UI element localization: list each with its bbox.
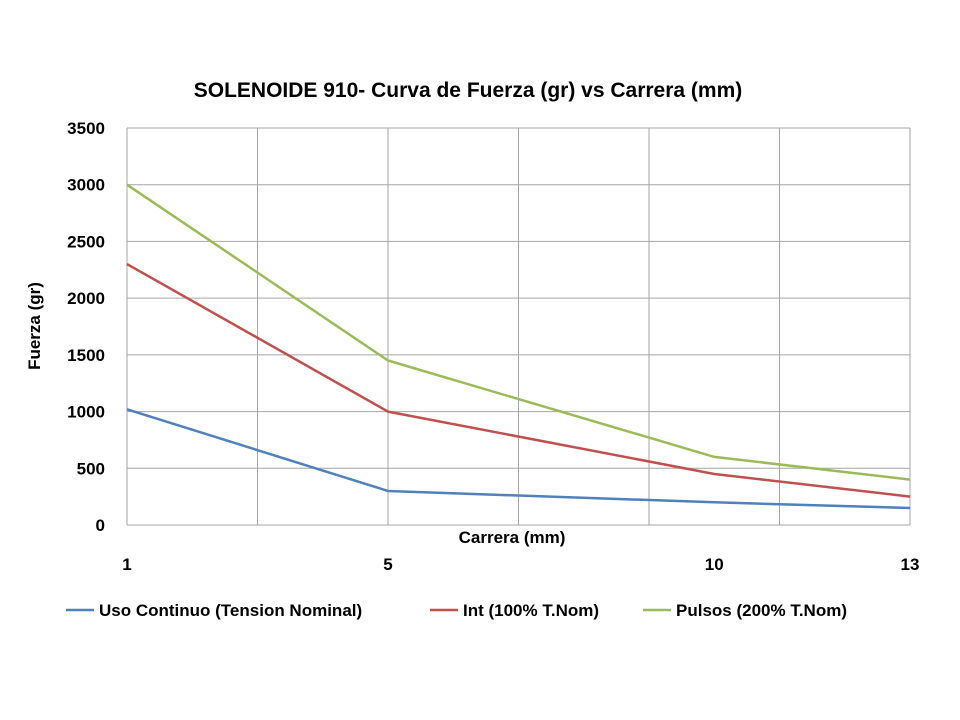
legend-label: Int (100% T.Nom) [463,601,599,620]
y-axis-label: Fuerza (gr) [25,282,44,370]
series-line-3 [126,183,911,481]
y-tick-label: 1500 [67,346,105,365]
y-tick-label: 1000 [67,403,105,422]
y-tick-label: 3500 [67,119,105,138]
legend-label: Pulsos (200% T.Nom) [676,601,847,620]
x-axis-label: Carrera (mm) [459,528,566,547]
x-tick-label: 13 [901,555,920,574]
series-line-2 [126,263,911,498]
legend-label: Uso Continuo (Tension Nominal) [99,601,362,620]
series-lines [126,183,911,510]
chart-title: SOLENOIDE 910- Curva de Fuerza (gr) vs C… [194,79,743,102]
y-tick-labels: 0 500 1000 1500 2000 2500 3000 3500 [67,119,105,535]
y-tick-label: 2000 [67,289,105,308]
x-tick-labels: 1 5 10 13 [122,555,919,574]
gridlines [126,127,911,526]
y-tick-label: 2500 [67,232,105,251]
y-tick-label: 3000 [67,176,105,195]
x-tick-label: 5 [383,555,392,574]
y-tick-label: 0 [96,516,105,535]
x-tick-label: 1 [122,555,131,574]
y-tick-label: 500 [77,459,105,478]
x-tick-label: 10 [705,555,724,574]
series-line-1 [126,408,911,510]
legend: Uso Continuo (Tension Nominal) Int (100% … [66,601,847,620]
